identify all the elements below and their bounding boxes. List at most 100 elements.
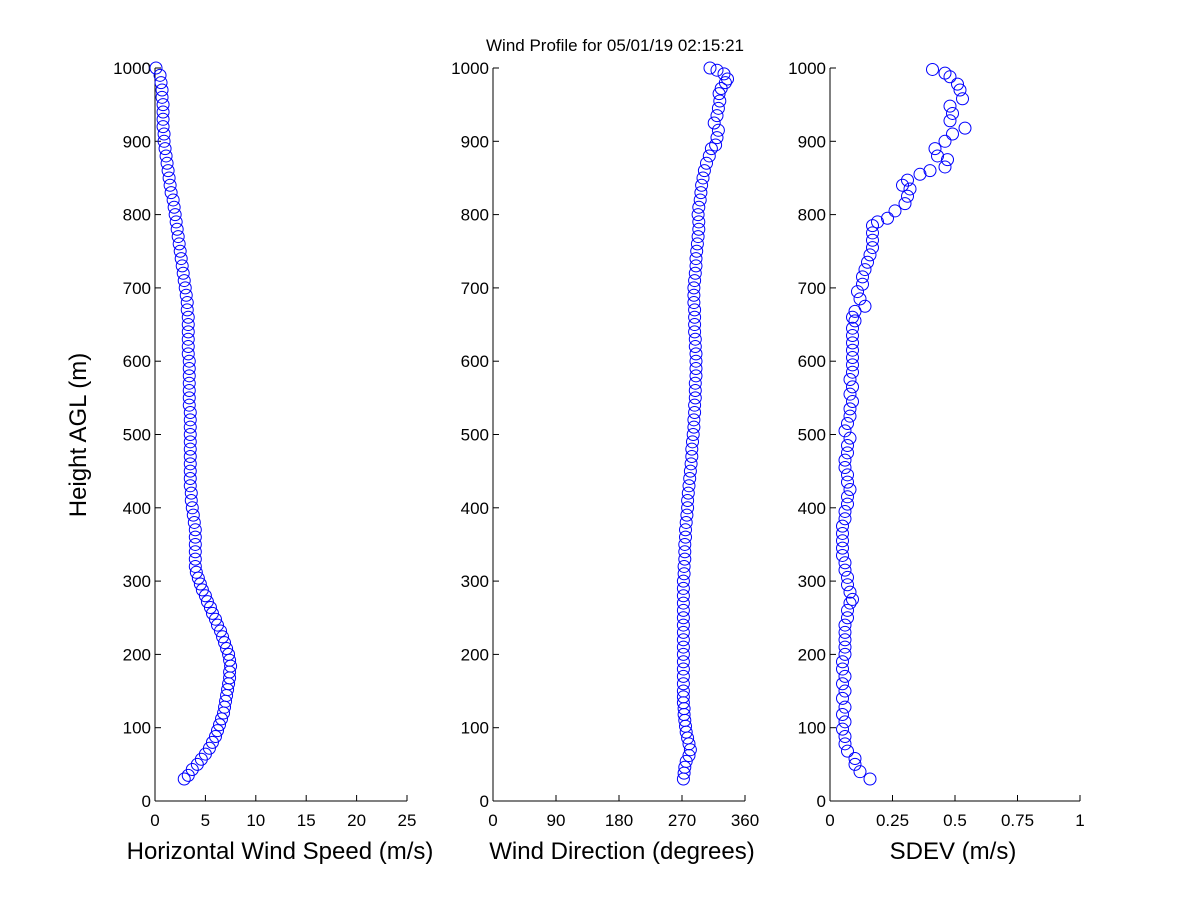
direction-y-tick-label: 0 xyxy=(480,792,489,811)
speed-data-point xyxy=(188,552,202,566)
direction-data-point xyxy=(676,677,690,691)
direction-data-point xyxy=(688,332,702,346)
sdev-y-tick-label: 0 xyxy=(817,792,826,811)
speed-data-point xyxy=(210,618,224,632)
speed-y-tick-label: 800 xyxy=(123,206,151,225)
direction-y-tick-label: 700 xyxy=(461,279,489,298)
direction-data-point xyxy=(678,545,692,559)
direction-data-point xyxy=(696,171,710,185)
direction-data-point xyxy=(688,325,702,339)
direction-data-point xyxy=(688,310,702,324)
sdev-data-point xyxy=(896,178,909,192)
direction-data-point xyxy=(676,633,690,647)
sdev-data-point xyxy=(836,655,849,669)
speed-data-point xyxy=(156,112,170,126)
sdev-data-point xyxy=(881,211,894,225)
speed-data-point xyxy=(173,244,187,258)
sdev-data-point xyxy=(898,197,912,211)
speed-y-tick-label: 1000 xyxy=(113,59,151,78)
direction-data-point xyxy=(682,479,696,493)
sdev-data-point xyxy=(838,737,852,751)
direction-y-tick-label: 400 xyxy=(461,499,489,518)
sdev-data-point xyxy=(838,424,852,438)
direction-data-point xyxy=(688,274,702,288)
speed-data-point xyxy=(181,325,195,339)
speed-y-tick-label: 500 xyxy=(123,426,151,445)
sdev-data-point xyxy=(838,563,852,577)
sdev-data-point xyxy=(841,578,854,592)
speed-data-point xyxy=(169,215,183,229)
sdev-data-point xyxy=(938,66,952,80)
sdev-data-point xyxy=(851,285,864,299)
speed-data-point xyxy=(214,624,228,638)
sdev-x-tick-label: 0.75 xyxy=(1001,811,1034,830)
speed-data-point xyxy=(163,178,177,192)
direction-data-point xyxy=(688,406,702,420)
sdev-data-point xyxy=(843,387,857,401)
sdev-data-point xyxy=(901,189,914,203)
speed-data-point xyxy=(186,508,200,522)
speed-data-point xyxy=(149,61,163,75)
speed-y-tick-label: 400 xyxy=(123,499,151,518)
sdev-data-point xyxy=(866,233,879,247)
speed-data-point xyxy=(216,630,230,644)
sdev-data-point xyxy=(838,647,852,661)
speed-data-point xyxy=(181,347,195,361)
sdev-data-point xyxy=(848,304,862,318)
sdev-data-point xyxy=(841,490,854,504)
speed-x-tick-label: 0 xyxy=(150,811,159,830)
direction-data-point xyxy=(700,156,713,170)
sdev-data-point xyxy=(841,417,854,431)
direction-data-point xyxy=(678,552,692,566)
speed-data-point xyxy=(182,384,196,398)
speed-data-point xyxy=(184,493,198,507)
speed-data-point xyxy=(188,537,202,551)
sdev-data-point xyxy=(836,541,849,555)
sdev-data-point xyxy=(846,336,859,350)
direction-data-point xyxy=(678,537,692,551)
direction-y-tick-label: 900 xyxy=(461,132,489,151)
sdev-data-point xyxy=(871,215,884,229)
speed-data-point xyxy=(183,406,197,420)
sdev-data-point xyxy=(951,77,964,91)
direction-data-point xyxy=(692,222,706,236)
speed-data-point xyxy=(158,142,172,156)
direction-data-point xyxy=(686,428,700,441)
direction-data-point xyxy=(692,215,706,229)
sdev-data-point xyxy=(843,402,857,416)
speed-data-point xyxy=(160,156,174,170)
sdev-data-point xyxy=(931,149,944,163)
sdev-data-point xyxy=(838,684,852,698)
sdev-data-point xyxy=(838,618,852,632)
speed-data-point xyxy=(154,76,168,90)
speed-x-tick-label: 25 xyxy=(398,811,417,830)
sdev-data-point xyxy=(926,62,939,76)
direction-data-point xyxy=(676,596,690,610)
sdev-data-point xyxy=(841,603,854,617)
speed-data-point xyxy=(181,318,195,332)
sdev-data-point xyxy=(836,548,849,562)
direction-data-point xyxy=(680,508,694,522)
direction-data-point xyxy=(679,530,692,544)
sdev-data-point xyxy=(838,633,852,647)
sdev-data-point xyxy=(841,446,854,460)
direction-data-point xyxy=(689,369,703,383)
speed-data-point xyxy=(164,186,178,200)
direction-data-point xyxy=(710,63,724,77)
speed-data-point xyxy=(159,149,173,163)
sdev-data-point xyxy=(838,625,852,639)
direction-y-tick-label: 600 xyxy=(461,352,489,371)
direction-data-point xyxy=(677,559,691,573)
direction-y-tick-label: 800 xyxy=(461,206,489,225)
sdev-data-point xyxy=(838,715,852,729)
sdev-data-point xyxy=(841,611,854,625)
sdev-data-point xyxy=(841,468,854,482)
speed-data-point xyxy=(187,515,201,529)
sdev-y-tick-label: 800 xyxy=(798,206,826,225)
sdev-data-point xyxy=(856,277,869,291)
sdev-y-tick-label: 300 xyxy=(798,572,826,591)
sdev-data-point xyxy=(846,351,859,365)
speed-data-point xyxy=(168,208,182,222)
sdev-data-point xyxy=(846,592,859,606)
direction-data-point xyxy=(710,109,724,123)
